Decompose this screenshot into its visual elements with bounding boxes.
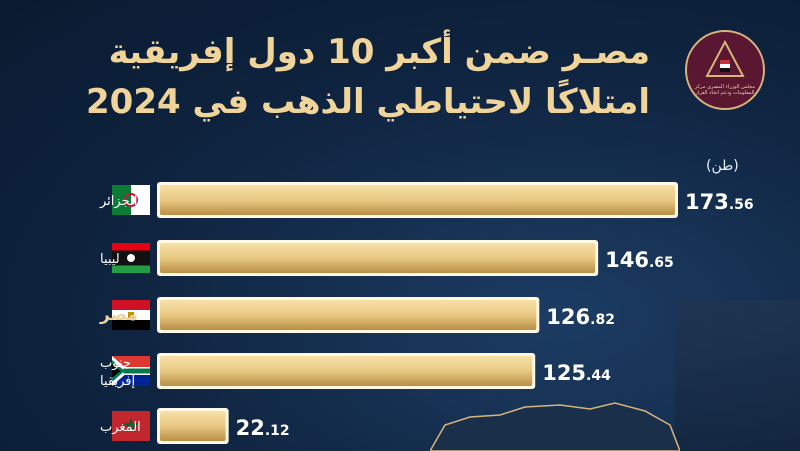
category-label: ليبيا: [100, 252, 120, 267]
south-africa-flag-part: [112, 364, 121, 378]
bar: [160, 411, 226, 441]
value-label: 125.44: [542, 361, 611, 385]
algeria-flag-part: [131, 185, 150, 215]
category-label: مصر: [99, 305, 138, 325]
cabinet-logo: مجلس الوزراء المصري مركز المعلومات ودعم …: [685, 30, 765, 110]
category-label: إفريقيا: [100, 374, 135, 389]
algeria-crescent: [124, 193, 138, 207]
bar: [160, 243, 596, 273]
egypt-eagle: [128, 312, 134, 318]
morocco-star: [122, 418, 140, 433]
logo-caption: مجلس الوزراء المصري مركز المعلومات ودعم …: [694, 84, 756, 96]
morocco-flag-icon: [112, 411, 150, 441]
unit-label: (طن): [706, 158, 739, 174]
egypt-flag-icon: [112, 300, 150, 310]
egypt-flag-part: [112, 320, 150, 330]
category-label: جنوب: [100, 356, 131, 371]
algeria-flag-icon: [112, 185, 131, 215]
libya-flag-icon: [112, 243, 150, 251]
south-africa-flag-part: [123, 368, 150, 374]
libya-crescent: [127, 254, 135, 262]
libya-flag-part: [112, 265, 150, 273]
africa-map-outline: [430, 402, 680, 451]
value-label: 173.56: [685, 190, 754, 214]
value-label: 146.65: [605, 248, 674, 272]
value-label: 22.12: [236, 416, 290, 440]
category-label: الجزائر: [99, 194, 138, 209]
value-label: 126.82: [546, 305, 615, 329]
chart-title-line-2: امتلاكًا لاحتياطي الذهب في 2024: [86, 82, 650, 122]
background-bank-silhouette: [675, 300, 800, 451]
category-label: المغرب: [100, 420, 141, 435]
logo-emblem-icon: [705, 39, 745, 77]
bar: [160, 356, 533, 386]
bar: [160, 185, 675, 215]
chart-title-line-1: مصـر ضمن أكبر 10 دول إفريقية: [108, 32, 650, 72]
bar: [160, 300, 537, 330]
